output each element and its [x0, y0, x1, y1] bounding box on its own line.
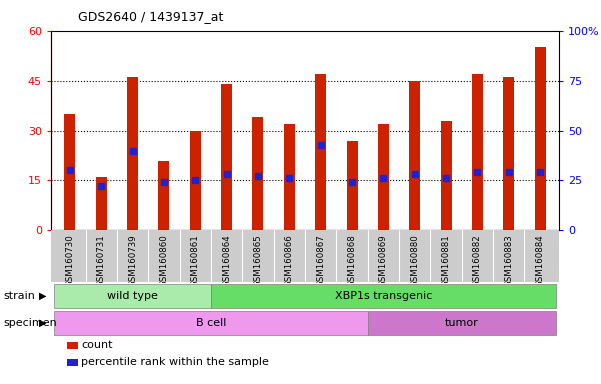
- Text: GSM160861: GSM160861: [191, 235, 200, 287]
- Text: GSM160868: GSM160868: [347, 235, 356, 287]
- Bar: [127, 77, 138, 230]
- Text: tumor: tumor: [445, 318, 478, 328]
- Text: GSM160865: GSM160865: [254, 235, 263, 287]
- Bar: [284, 124, 295, 230]
- Text: GSM160860: GSM160860: [159, 235, 168, 287]
- Bar: [64, 114, 75, 230]
- Text: GSM160880: GSM160880: [410, 235, 419, 287]
- Bar: [535, 47, 546, 230]
- Text: specimen: specimen: [3, 318, 56, 328]
- Text: GSM160884: GSM160884: [535, 235, 545, 287]
- Text: GSM160881: GSM160881: [442, 235, 451, 287]
- Bar: [472, 74, 483, 230]
- Text: ▶: ▶: [40, 318, 47, 328]
- Text: GSM160882: GSM160882: [473, 235, 482, 287]
- Bar: [368, 311, 556, 335]
- Bar: [221, 84, 232, 230]
- Text: GSM160883: GSM160883: [504, 235, 513, 287]
- Bar: [190, 131, 201, 230]
- Text: GSM160739: GSM160739: [128, 235, 137, 287]
- Text: GSM160730: GSM160730: [66, 235, 75, 287]
- Bar: [252, 117, 263, 230]
- Text: GSM160867: GSM160867: [316, 235, 325, 287]
- Text: GSM160866: GSM160866: [285, 235, 294, 287]
- Text: wild type: wild type: [107, 291, 158, 301]
- Bar: [347, 141, 358, 230]
- Bar: [159, 161, 169, 230]
- Text: XBP1s transgenic: XBP1s transgenic: [335, 291, 432, 301]
- Bar: [315, 74, 326, 230]
- Text: strain: strain: [3, 291, 35, 301]
- Bar: [503, 77, 514, 230]
- Text: GSM160869: GSM160869: [379, 235, 388, 287]
- Bar: [96, 177, 107, 230]
- Text: GSM160864: GSM160864: [222, 235, 231, 287]
- Bar: [211, 284, 556, 308]
- Bar: [378, 124, 389, 230]
- Text: GSM160731: GSM160731: [97, 235, 106, 287]
- Text: B cell: B cell: [196, 318, 226, 328]
- Bar: [54, 311, 368, 335]
- Text: ▶: ▶: [40, 291, 47, 301]
- Text: count: count: [81, 340, 112, 350]
- Bar: [409, 81, 420, 230]
- Bar: [441, 121, 451, 230]
- Text: percentile rank within the sample: percentile rank within the sample: [81, 358, 269, 367]
- Bar: [54, 284, 211, 308]
- Text: GDS2640 / 1439137_at: GDS2640 / 1439137_at: [78, 10, 224, 23]
